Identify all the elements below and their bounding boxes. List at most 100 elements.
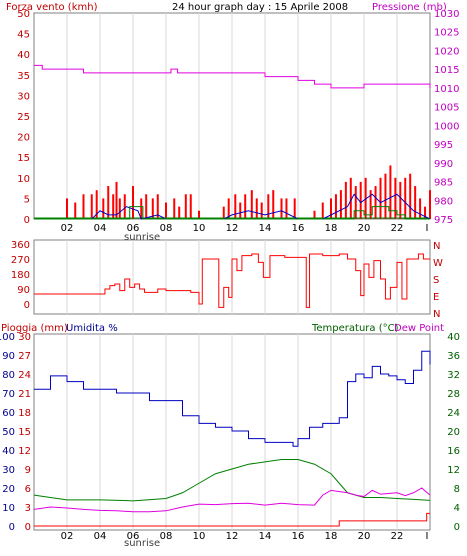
- pressure-y-tick-label: 1015: [434, 65, 459, 76]
- climate-panel: [33, 350, 431, 527]
- sunrise-label-bottom: sunrise: [124, 538, 160, 549]
- rain-y-tick-label: 30: [18, 332, 31, 343]
- temperature-axis-title: Temperatura (°C): [311, 323, 399, 334]
- dir-label-n-top: N: [433, 241, 440, 252]
- x-tick-label-bottom: 18: [325, 531, 338, 542]
- humidity-y-tick-label: 20: [2, 484, 15, 495]
- pressure-axis-title: Pressione (mb): [372, 2, 447, 13]
- x-tick-label-top: I: [426, 223, 429, 234]
- x-tick-label-top: 14: [259, 223, 272, 234]
- rain-y-tick-label: 15: [18, 427, 31, 438]
- pressure-y-tick-label: 975: [434, 215, 453, 226]
- wind-y-tick-label: 5: [24, 194, 30, 205]
- x-tick-label-bottom: 10: [193, 531, 206, 542]
- rain-y-tick-label: 12: [18, 446, 31, 457]
- temp-y-tick-label: 20: [447, 427, 460, 438]
- sunrise-label-top: sunrise: [124, 232, 160, 243]
- humidity-series-line: [34, 350, 431, 447]
- x-tick-label-top: 08: [160, 223, 173, 234]
- x-tick-label-bottom: 02: [61, 531, 74, 542]
- wind-average-line: [34, 193, 431, 220]
- humidity-y-tick-label: 10: [2, 503, 15, 514]
- temp-y-tick-label: 4: [454, 503, 460, 514]
- pressure-y-tick-label: 1000: [434, 121, 459, 132]
- direction-series-line: [34, 253, 430, 308]
- temp-y-tick-label: 24: [447, 408, 460, 419]
- rain-series-line: [34, 512, 430, 527]
- temperature-series-line: [33, 459, 431, 502]
- temp-y-tick-label: 0: [454, 522, 460, 533]
- wind-y-tick-label: 50: [17, 9, 30, 20]
- rain-y-tick-label: 6: [25, 484, 31, 495]
- x-tick-label-top: 04: [94, 223, 107, 234]
- wind-y-tick-label: 10: [17, 174, 30, 185]
- rain-y-tick-label: 0: [25, 522, 31, 533]
- wind-y-tick-label: 0: [24, 215, 30, 226]
- rain-y-tick-label: 27: [18, 351, 31, 362]
- rain-y-tick-label: 9: [25, 465, 31, 476]
- wind-green-line: [34, 206, 430, 220]
- wind-y-tick-label: 40: [17, 50, 30, 61]
- humidity-y-tick-label: 70: [2, 389, 15, 400]
- direction-y-tick-label: 360: [11, 240, 30, 251]
- pressure-y-tick-label: 985: [434, 178, 453, 189]
- temp-y-tick-label: 36: [447, 351, 460, 362]
- wind-y-tick-label: 25: [17, 112, 30, 123]
- pressure-y-tick-label: 990: [434, 159, 453, 170]
- x-tick-label-bottom: I: [426, 531, 429, 542]
- pressure-series-line: [34, 64, 431, 89]
- x-tick-label-bottom: 16: [292, 531, 305, 542]
- dir-label-n-bottom: N: [433, 309, 440, 320]
- humidity-y-tick-label: 60: [2, 408, 15, 419]
- pressure-y-tick-label: 1010: [434, 84, 459, 95]
- axis-labels: 0202040406060808101012121414161618182020…: [0, 9, 460, 542]
- x-tick-label-top: 06: [127, 223, 140, 234]
- x-tick-label-top: 02: [61, 223, 74, 234]
- wind-speed-axis-title: Forza vento (kmh): [6, 2, 98, 13]
- rain-axis-title: Pioggia (mm): [1, 323, 68, 334]
- humidity-y-tick-label: 50: [2, 427, 15, 438]
- x-tick-label-top: 22: [391, 223, 404, 234]
- pressure-y-tick-label: 1030: [434, 9, 459, 20]
- x-tick-label-bottom: 12: [226, 531, 239, 542]
- dewpoint-series-line: [33, 487, 431, 513]
- direction-y-tick-label: 180: [11, 270, 30, 281]
- wind-y-tick-label: 45: [17, 30, 30, 41]
- humidity-y-tick-label: 40: [2, 446, 15, 457]
- x-tick-label-top: 10: [193, 223, 206, 234]
- wind-y-tick-label: 20: [17, 133, 30, 144]
- temp-y-tick-label: 12: [447, 465, 460, 476]
- x-tick-label-top: 12: [226, 223, 239, 234]
- wind-panel: [34, 64, 431, 220]
- x-tick-label-bottom: 22: [391, 531, 404, 542]
- dir-label-e: E: [433, 292, 439, 303]
- pressure-y-tick-label: 1025: [434, 28, 459, 39]
- temp-y-tick-label: 16: [447, 446, 460, 457]
- dir-label-s: S: [433, 275, 439, 286]
- wind-y-tick-label: 30: [17, 91, 30, 102]
- x-tick-label-bottom: 14: [259, 531, 272, 542]
- x-tick-label-top: 16: [292, 223, 305, 234]
- x-tick-label-top: 18: [325, 223, 338, 234]
- dir-label-w: W: [433, 258, 443, 269]
- rain-y-tick-label: 21: [18, 389, 31, 400]
- temp-y-tick-label: 8: [454, 484, 460, 495]
- x-tick-label-bottom: 06: [127, 531, 140, 542]
- x-tick-label-bottom: 08: [160, 531, 173, 542]
- humidity-axis-title: Umidita %: [66, 323, 118, 334]
- pressure-y-tick-label: 1005: [434, 103, 459, 114]
- rain-y-tick-label: 3: [25, 503, 31, 514]
- wind-y-tick-label: 15: [17, 153, 30, 164]
- rain-y-tick-label: 24: [18, 370, 31, 381]
- direction-panel: [34, 253, 430, 308]
- rain-y-tick-label: 18: [18, 408, 31, 419]
- chart-title: 24 hour graph day : 15 Aprile 2008: [172, 2, 348, 13]
- direction-y-tick-label: 0: [24, 300, 30, 311]
- humidity-y-tick-label: 0: [9, 522, 15, 533]
- humidity-y-tick-label: 90: [2, 351, 15, 362]
- temp-y-tick-label: 32: [447, 370, 460, 381]
- grid-lines: [66, 13, 398, 530]
- humidity-y-tick-label: 100: [0, 332, 15, 343]
- pressure-y-tick-label: 1020: [434, 46, 459, 57]
